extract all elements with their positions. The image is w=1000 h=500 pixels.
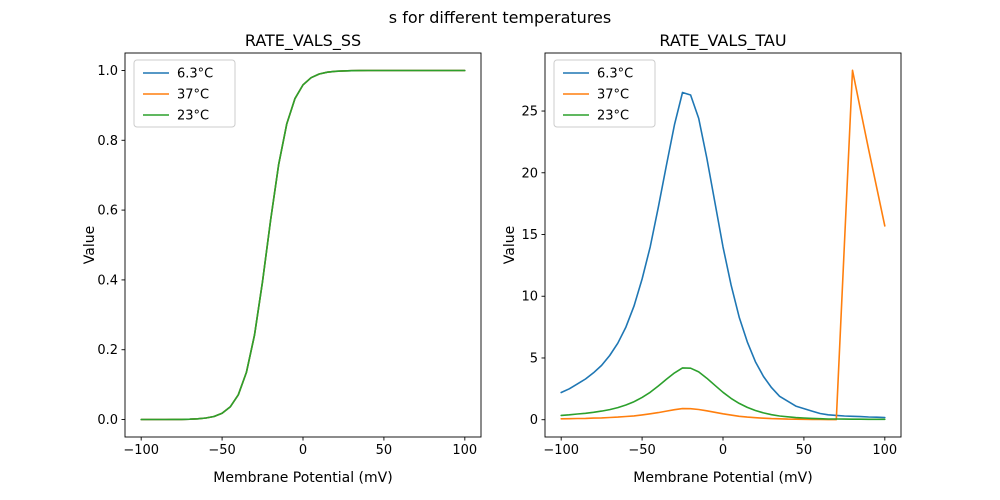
x-tick-label: 100 — [452, 443, 477, 458]
x-tick-label: −100 — [543, 443, 579, 458]
x-tick-label: 0 — [299, 443, 307, 458]
y-tick-label: 10 — [521, 290, 538, 305]
x-tick-label: 50 — [376, 443, 393, 458]
y-axis-label-ss: Value — [82, 226, 98, 264]
x-tick-label: 50 — [796, 443, 813, 458]
y-tick-label: 0.2 — [97, 343, 118, 358]
axes-title-ss: RATE_VALS_SS — [245, 31, 361, 51]
figure-title: s for different temperatures — [389, 8, 611, 27]
y-tick-label: 0.4 — [97, 273, 118, 288]
y-tick-label: 5 — [530, 351, 538, 366]
legend-label: 23°C — [177, 109, 209, 124]
legend-box — [553, 59, 656, 128]
series-line-6.3°C — [560, 91, 886, 419]
series-line-23°C — [140, 69, 466, 421]
x-tick-label: −50 — [208, 443, 235, 458]
legend-label: 6.3°C — [597, 67, 633, 82]
legend-label: 37°C — [177, 88, 209, 103]
plot-area-tau: −100 −50 0 50 100 0 5 10 15 20 25 6.3°C 37°C 23°C — [521, 52, 902, 458]
x-axis-label-tau: Membrane Potential (mV) — [633, 470, 812, 486]
x-tick-label: 100 — [872, 443, 897, 458]
y-tick-label: 20 — [521, 166, 538, 181]
y-tick-label: 0.0 — [97, 413, 118, 428]
series-line-23°C — [560, 367, 886, 421]
y-tick-label: 15 — [521, 228, 538, 243]
y-axis-label-tau: Value — [502, 226, 518, 264]
y-tick-label: 0.8 — [97, 134, 118, 149]
x-tick-label: −50 — [628, 443, 655, 458]
x-tick-label: −100 — [123, 443, 159, 458]
x-axis-label-ss: Membrane Potential (mV) — [213, 470, 392, 486]
legend-box — [133, 59, 236, 128]
legend-label: 23°C — [597, 109, 629, 124]
plot-area-ss: −100 −50 0 50 100 0.0 0.2 0.4 0.6 0.8 1.0 6.3°C 37°C… — [97, 52, 482, 458]
y-tick-label: 1.0 — [97, 64, 118, 79]
y-tick-label: 25 — [521, 105, 538, 120]
y-tick-label: 0.6 — [97, 204, 118, 219]
y-tick-label: 0 — [530, 413, 538, 428]
axes-title-tau: RATE_VALS_TAU — [659, 31, 786, 51]
legend-label: 37°C — [597, 88, 629, 103]
x-tick-label: 0 — [719, 443, 727, 458]
legend-label: 6.3°C — [177, 67, 213, 82]
